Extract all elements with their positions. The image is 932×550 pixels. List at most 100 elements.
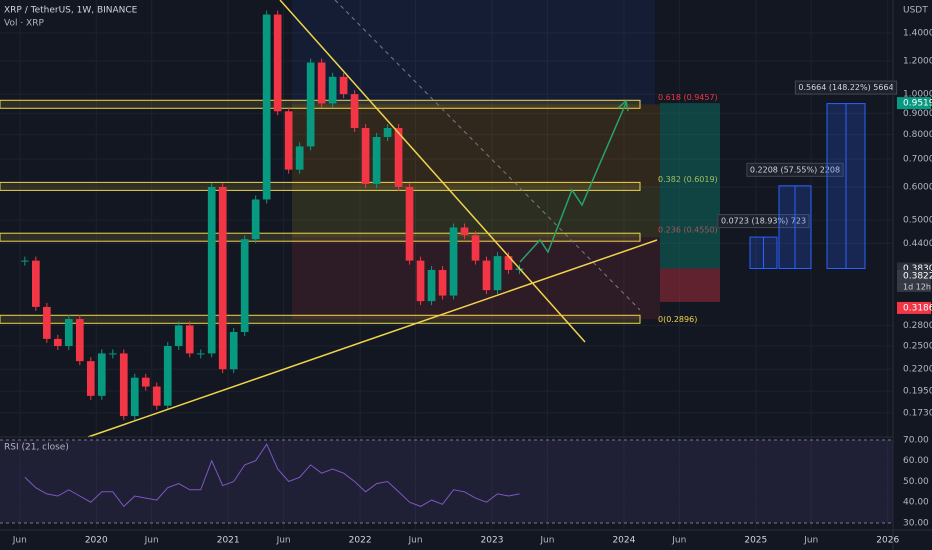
x-tick-label: Jun	[539, 536, 554, 546]
candle-body	[273, 14, 282, 112]
y-tick-label: 0.7000	[903, 154, 932, 164]
candle-body	[317, 62, 326, 104]
x-tick-label: Jun	[671, 536, 686, 546]
candle-body	[394, 127, 403, 187]
candle-body	[130, 377, 139, 417]
price-tag	[897, 269, 931, 282]
range-label: 0.5664 (148.22%) 5664	[798, 83, 893, 92]
candle-body	[240, 239, 249, 333]
x-tick-label: 2021	[217, 536, 240, 546]
price-axis-unit: USDT	[903, 6, 928, 16]
candle-body	[339, 76, 348, 95]
candle-body	[53, 338, 62, 347]
y-tick-label: 0.1730	[903, 408, 932, 418]
price-tag-label: 0.3830	[903, 264, 932, 274]
y-tick-label: 0.8000	[903, 130, 932, 140]
projection-path	[519, 102, 627, 263]
rsi-pane	[0, 439, 893, 524]
candle-body	[163, 346, 172, 406]
rsi-tick-label: 40.00	[903, 498, 929, 508]
fib-band	[0, 314, 641, 324]
x-tick-label: Jun	[12, 536, 27, 546]
candle-body	[449, 227, 458, 296]
candle-body	[262, 14, 271, 200]
candle-body	[119, 353, 128, 417]
price-tag-label: 0.9519	[903, 99, 932, 109]
y-tick-label: 0.2500	[903, 342, 932, 352]
range-label-bg	[717, 214, 810, 229]
rsi-tick-label: 30.00	[903, 518, 929, 528]
projection-arrowhead	[617, 99, 629, 112]
fib-zone	[292, 104, 660, 187]
price-tag-label: 0.3186	[903, 303, 932, 313]
candle-body	[141, 377, 150, 387]
x-tick-label: 2026	[876, 536, 899, 546]
grid	[0, 0, 893, 530]
candle-body	[185, 325, 194, 354]
range-label-bg	[746, 162, 844, 177]
y-tick-label: 0.9000	[903, 109, 932, 119]
rsi-tick-label: 70.00	[903, 436, 929, 446]
y-tick-label: 1.0000	[903, 90, 932, 100]
y-tick-label: 0.5000	[903, 216, 932, 226]
fib-label: 0.236 (0.4550)	[658, 226, 718, 235]
y-tick-label: 0.1950	[903, 387, 932, 397]
candle-body	[174, 325, 183, 347]
rsi-line	[24, 443, 520, 508]
candle-body	[31, 260, 40, 307]
y-tick-label: 0.2800	[903, 321, 932, 331]
countdown-bg	[897, 281, 931, 292]
candle-body	[328, 76, 337, 104]
price-tag-label: 0.3822	[903, 271, 932, 281]
candle-body	[251, 199, 260, 240]
x-tick-label: 2023	[481, 536, 504, 546]
x-tick-label: Jun	[803, 536, 818, 546]
candle-body	[207, 186, 216, 354]
candle-body	[361, 127, 370, 184]
candle-body	[97, 353, 106, 396]
rsi-tick-label: 50.00	[903, 477, 929, 487]
stop-zone	[660, 268, 720, 302]
range-label: 0.0723 (18.93%) 723	[721, 217, 806, 226]
candle-body	[42, 306, 51, 339]
x-tick-label: Jun	[407, 536, 422, 546]
range-label-bg	[794, 80, 898, 95]
candle-body	[460, 227, 469, 236]
range-label: 0.2208 (57.55%) 2208	[750, 165, 840, 174]
x-tick-label: Jun	[276, 536, 291, 546]
candle-body	[229, 332, 238, 370]
candle-body	[218, 186, 227, 370]
target-zone	[660, 103, 720, 269]
y-tick-label: 0.4400	[903, 239, 932, 249]
candle-body	[295, 146, 304, 170]
candle-body	[438, 269, 447, 296]
rsi-title: RSI (21, close)	[4, 443, 69, 453]
candle-body	[482, 260, 491, 291]
candle-body	[196, 353, 205, 355]
x-tick-label: 2024	[612, 536, 635, 546]
y-tick-label: 1.2000	[903, 57, 932, 67]
x-tick-label: 2020	[85, 536, 108, 546]
x-tick-label: 2025	[744, 536, 767, 546]
candle-body	[306, 62, 315, 147]
fib-label: 0.618 (0.9457)	[658, 93, 718, 102]
candle-body	[372, 136, 381, 184]
rsi-tick-label: 60.00	[903, 456, 929, 466]
candle-body	[471, 235, 480, 261]
positions: 0.0723 (18.93%) 723 0.2208 (57.55%) 2208 0…	[660, 80, 898, 302]
candle-body	[416, 260, 425, 302]
volume-label: Vol · XRP	[4, 19, 44, 29]
candle-body	[350, 94, 359, 128]
candle-body	[20, 260, 29, 262]
x-tick-label: 2022	[349, 536, 372, 546]
x-tick-label: Jun	[144, 536, 159, 546]
y-tick-label: 0.2200	[903, 365, 932, 375]
axes: 1.4000 1.2000 1.0000 0.9000 0.8000 0.7000 0.60…	[12, 29, 932, 546]
candle-body	[152, 386, 161, 406]
candle-body	[75, 319, 84, 362]
countdown: 1d 12h	[903, 282, 931, 291]
y-tick-label: 0.6000	[903, 182, 932, 192]
chart-title: XRP / TetherUS, 1W, BINANCE	[4, 6, 138, 16]
